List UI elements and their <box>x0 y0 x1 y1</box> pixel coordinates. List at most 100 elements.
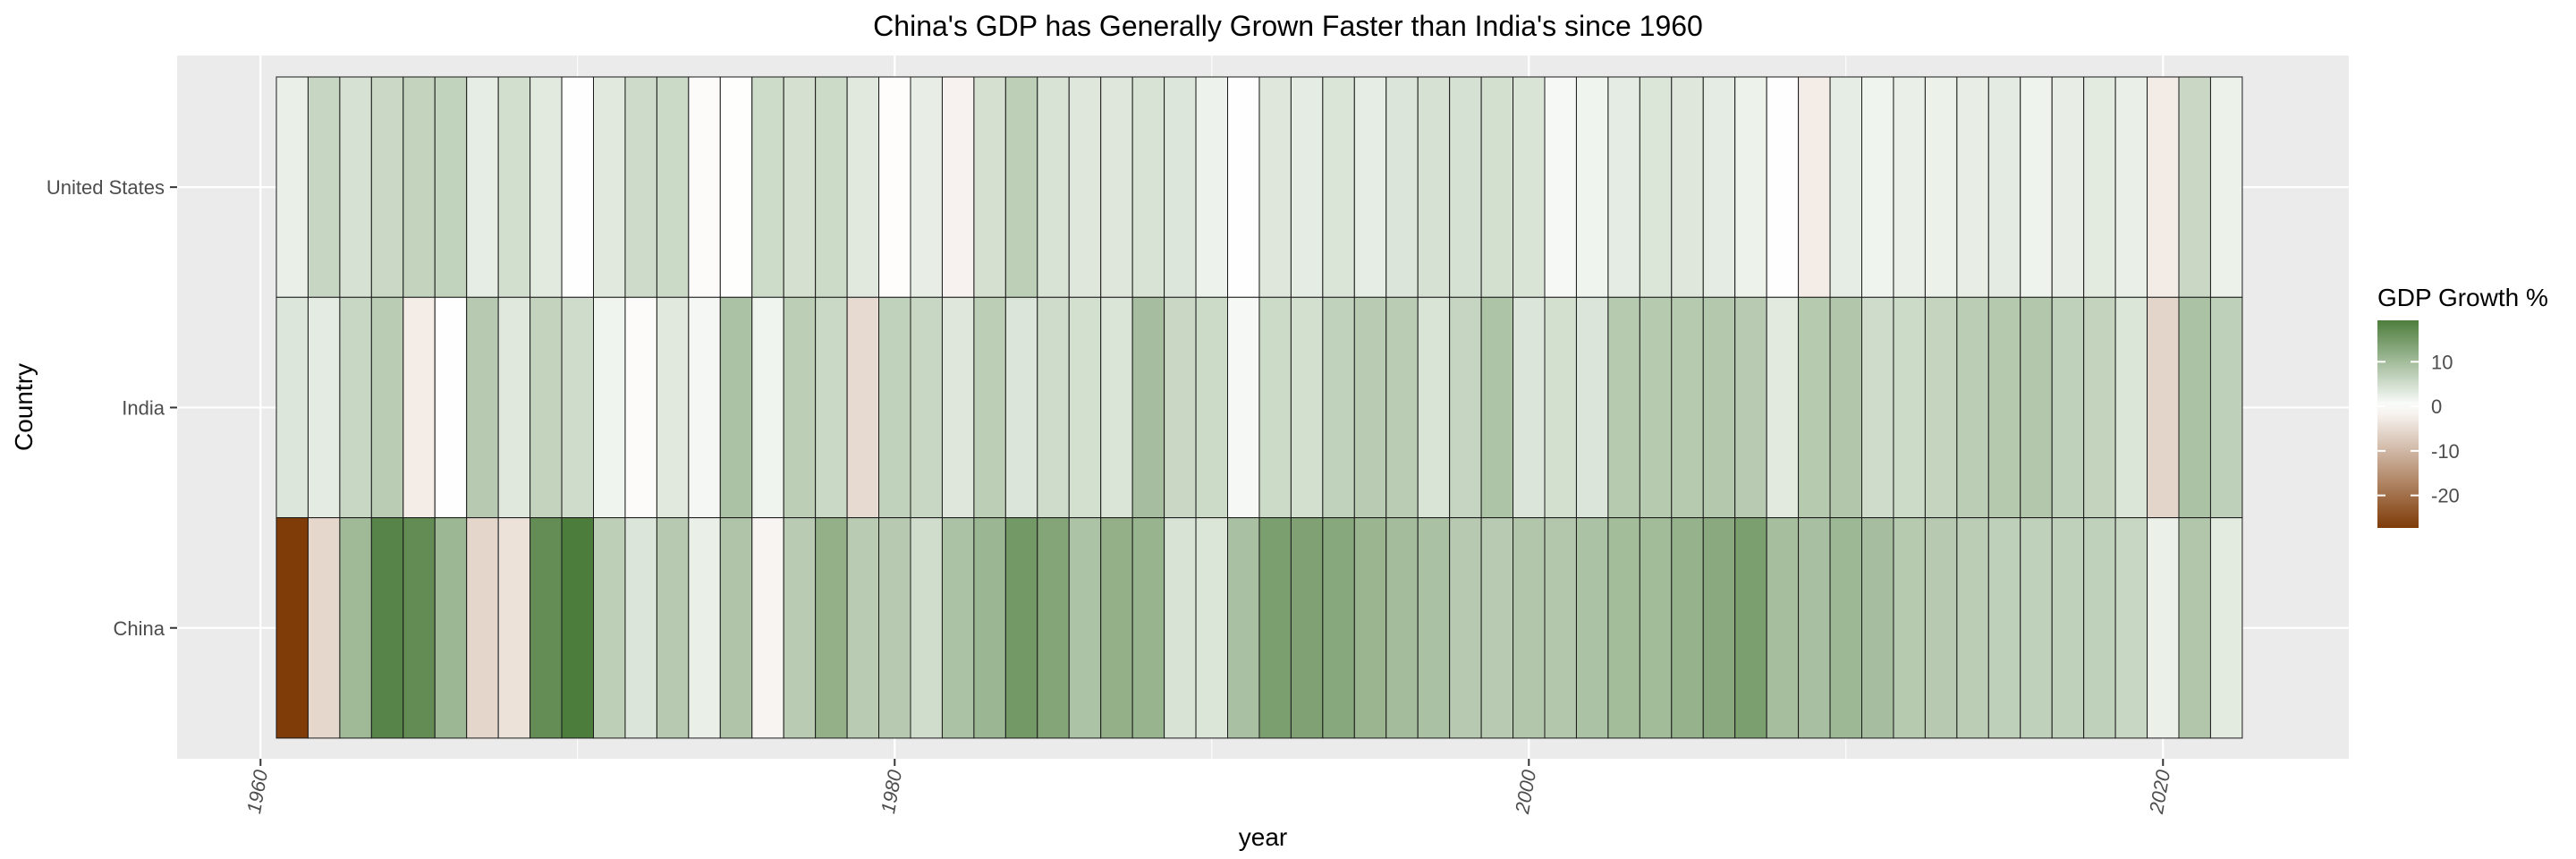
y-tick-label: India <box>122 396 165 419</box>
x-tick-label: 1980 <box>877 768 906 815</box>
heatmap-tile <box>719 296 753 519</box>
y-axis: United States India China <box>47 176 177 640</box>
heatmap-tile <box>1004 296 1038 519</box>
heatmap-tile <box>878 296 911 519</box>
heatmap-tile <box>1924 517 1958 739</box>
legend-tick-label: -10 <box>2431 440 2460 463</box>
heatmap-tile <box>1639 296 1673 519</box>
heatmap-tile <box>2178 76 2211 298</box>
heatmap-tile <box>1417 76 1451 298</box>
heatmap-tile <box>941 76 975 298</box>
heatmap-tile <box>656 517 690 739</box>
heatmap-tile <box>307 76 341 298</box>
heatmap-tile <box>2209 517 2243 739</box>
heatmap-tile <box>1385 296 1419 519</box>
heatmap-tile <box>624 296 657 519</box>
heatmap-tile <box>1766 76 1800 298</box>
heatmap-tile <box>783 517 817 739</box>
heatmap-tile <box>1734 517 1767 739</box>
heatmap-tile <box>1227 76 1260 298</box>
heatmap-tile <box>1544 517 1577 739</box>
heatmap-tile <box>1607 517 1640 739</box>
heatmap-tile <box>1829 76 1863 298</box>
heatmap-tile <box>1290 296 1324 519</box>
heatmap-tile <box>1575 296 1609 519</box>
heatmap-tile <box>1987 517 2021 739</box>
heatmap-tile <box>1480 517 1514 739</box>
legend-tick-label: 10 <box>2431 351 2453 373</box>
heatmap-tile <box>910 517 943 739</box>
legend-tick-label: -20 <box>2431 485 2460 507</box>
heatmap-tile <box>1227 517 1260 739</box>
heatmap-tile <box>1798 296 1831 519</box>
heatmap-tile <box>2083 517 2116 739</box>
heatmap-tile <box>1956 517 1989 739</box>
heatmap-tile <box>973 296 1006 519</box>
heatmap-tile <box>719 517 753 739</box>
heatmap-tile <box>2147 76 2180 298</box>
heatmap-tile <box>1227 296 1260 519</box>
x-tick-label: 2000 <box>1511 768 1540 816</box>
heatmap-tile <box>1861 76 1894 298</box>
heatmap-tile <box>1702 517 1736 739</box>
heatmap-tile <box>2020 76 2053 298</box>
heatmap-tile <box>846 296 880 519</box>
heatmap-tile <box>307 296 341 519</box>
heatmap-tile <box>1575 76 1609 298</box>
heatmap-tile <box>1987 76 2021 298</box>
heatmap-tile <box>434 517 468 739</box>
heatmap-tile <box>466 296 499 519</box>
heatmap-tile <box>2083 76 2116 298</box>
heatmap-tile <box>815 76 848 298</box>
heatmap-tile <box>1068 517 1102 739</box>
heatmap-tile <box>1734 296 1767 519</box>
heatmap-tile <box>1004 517 1038 739</box>
heatmap-tile <box>1131 517 1165 739</box>
heatmap-tile <box>2114 296 2148 519</box>
heatmap-tile <box>434 76 468 298</box>
heatmap-tile <box>1131 296 1165 519</box>
heatmap-tile <box>815 296 848 519</box>
heatmap-tile <box>1290 517 1324 739</box>
heatmap-tile <box>878 517 911 739</box>
heatmap-tile <box>2209 296 2243 519</box>
heatmap-tile <box>1480 76 1514 298</box>
heatmap-tile <box>1353 76 1387 298</box>
heatmap-tile <box>275 517 309 739</box>
heatmap-tile <box>1829 517 1863 739</box>
heatmap-tile <box>339 517 372 739</box>
heatmap-tile <box>1322 517 1355 739</box>
heatmap-tile <box>624 517 657 739</box>
heatmap-tile <box>593 296 626 519</box>
heatmap-tile <box>1734 76 1767 298</box>
heatmap-tile <box>1322 296 1355 519</box>
heatmap-tile <box>402 517 436 739</box>
heatmap-tile <box>1449 296 1482 519</box>
heatmap-tile <box>1480 296 1514 519</box>
heatmap-tile <box>1861 517 1894 739</box>
heatmap-tile <box>2178 296 2211 519</box>
heatmap-tile <box>910 296 943 519</box>
heatmap-tile <box>1766 296 1800 519</box>
heatmap-tile <box>1004 76 1038 298</box>
heatmap-tile <box>973 76 1006 298</box>
heatmap-tile <box>1671 76 1704 298</box>
x-tick-label: 2020 <box>2145 768 2174 816</box>
heatmap-tile <box>593 76 626 298</box>
heatmap-tile <box>783 296 817 519</box>
heatmap-tile <box>1544 76 1577 298</box>
heatmap-tile <box>2051 517 2085 739</box>
heatmap-tile <box>1766 517 1800 739</box>
heatmap-tile <box>1164 517 1197 739</box>
heatmap-tile <box>751 76 784 298</box>
heatmap-tile <box>1607 76 1640 298</box>
heatmap-tile <box>1575 517 1609 739</box>
heatmap-tile <box>1702 76 1736 298</box>
y-tick-label: China <box>114 617 165 640</box>
heatmap-tile <box>497 296 531 519</box>
heatmap-tiles <box>275 76 2243 739</box>
heatmap-tile <box>1290 76 1324 298</box>
heatmap-tile <box>1195 517 1229 739</box>
heatmap-tile <box>1893 76 1926 298</box>
legend-tick-label: 0 <box>2431 395 2442 418</box>
